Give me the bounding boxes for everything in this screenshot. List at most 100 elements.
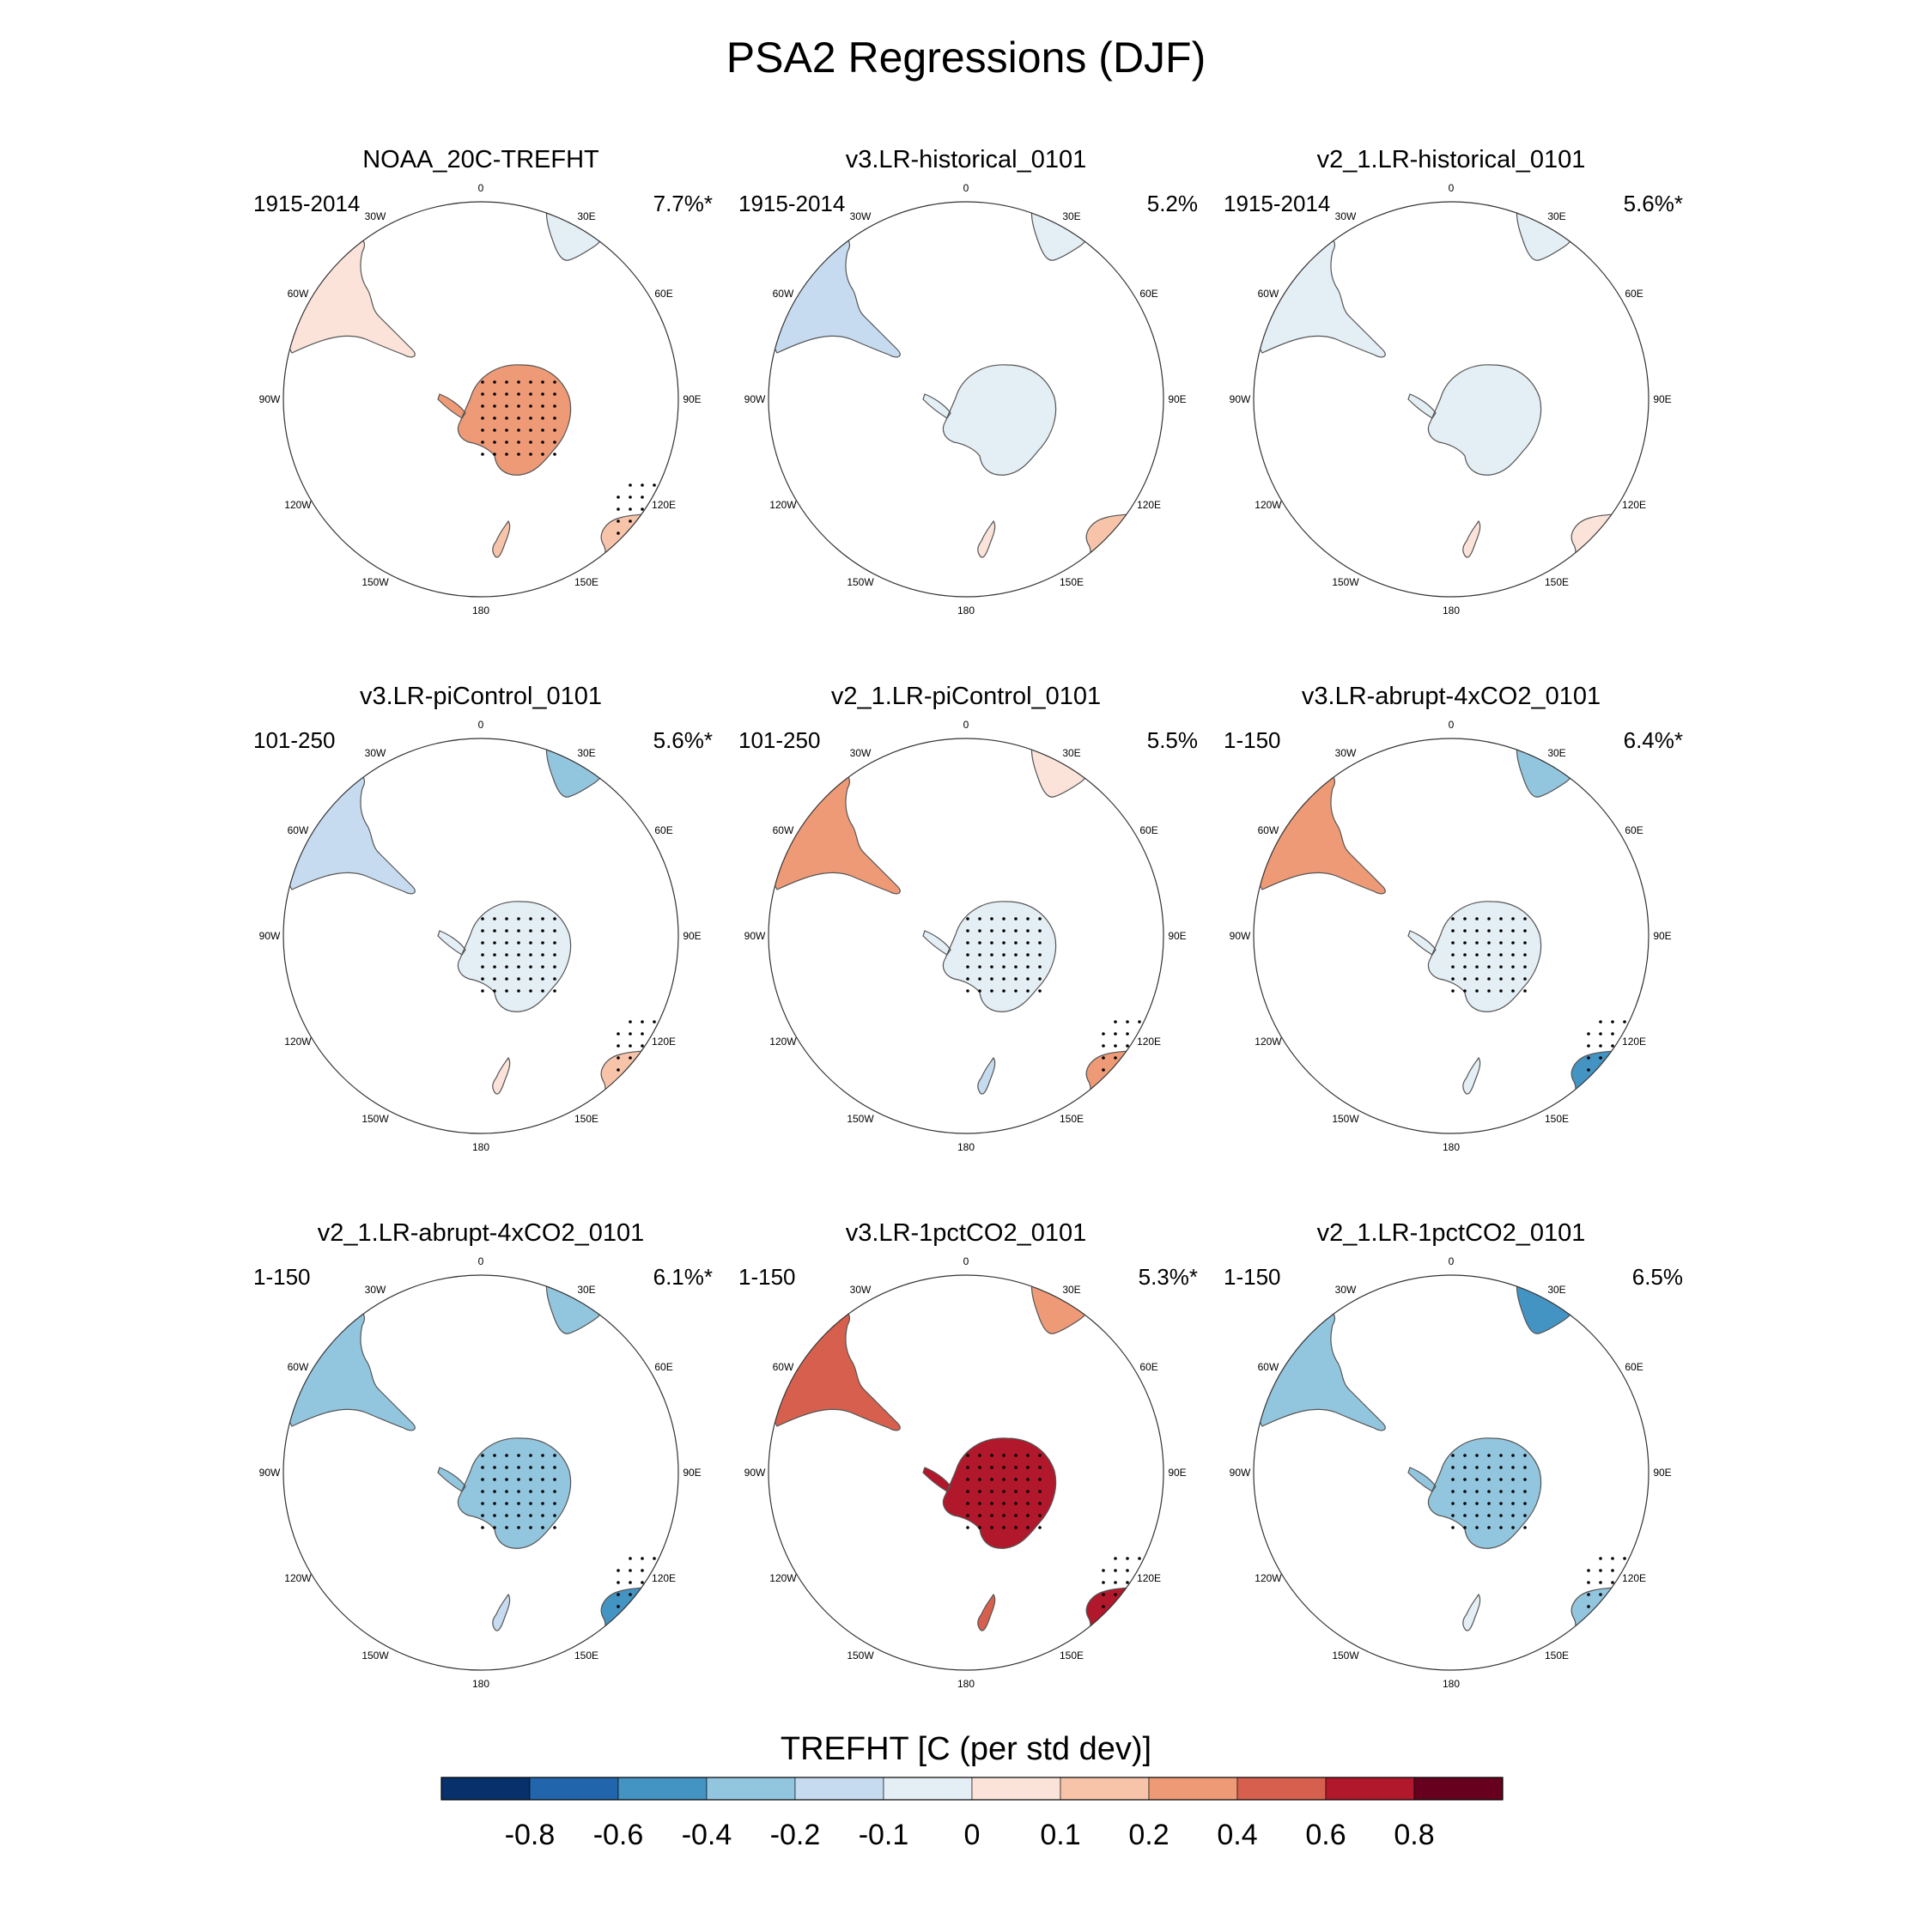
- stipple-dot: [1611, 1557, 1614, 1560]
- region-australia: [1078, 1531, 1163, 1670]
- stipple-dot: [1026, 917, 1030, 920]
- stipple-dot: [493, 929, 496, 933]
- longitude-label: 180: [957, 1141, 975, 1153]
- stipple-dot: [665, 1557, 668, 1560]
- longitude-label: 0: [963, 182, 969, 194]
- stipple-dot: [978, 1502, 981, 1505]
- stipple-dot: [481, 1466, 484, 1469]
- longitude-label: 0: [1449, 182, 1455, 194]
- longitude-label: 90W: [259, 393, 281, 405]
- longitude-label: 30W: [1335, 747, 1357, 759]
- stipple-dot: [978, 917, 981, 920]
- longitude-label: 120W: [284, 1036, 312, 1048]
- stipple-dot: [1499, 953, 1503, 957]
- stipple-dot: [1611, 1020, 1614, 1024]
- stipple-dot: [978, 1466, 981, 1469]
- stipple-dot: [541, 1490, 544, 1493]
- longitude-label: 30W: [365, 747, 386, 759]
- stipple-dot: [1014, 1502, 1018, 1505]
- stipple-dot: [990, 953, 993, 957]
- stipple-dot: [1162, 1557, 1163, 1560]
- stipple-dot: [1463, 1502, 1467, 1505]
- longitude-label: 60E: [1625, 288, 1643, 300]
- colorbar-frame: [440, 1777, 1504, 1801]
- stipple-dot: [629, 1617, 632, 1620]
- polar-map: 0 30E 60E 90E 120E 150E 180 150W 120W 90W 60W 30W: [1230, 182, 1672, 617]
- stipple-dot: [665, 1104, 668, 1108]
- stipple-dot: [1451, 1526, 1455, 1529]
- longitude-label: 90W: [1230, 1467, 1251, 1479]
- longitude-label: 150E: [1545, 1649, 1569, 1662]
- stipple-dot: [517, 917, 520, 920]
- longitude-label: 90W: [744, 393, 766, 405]
- stipple-dot: [1635, 1557, 1638, 1560]
- stipple-dot: [677, 483, 678, 487]
- stipple-dot: [653, 1605, 656, 1608]
- stipple-dot: [1475, 965, 1479, 969]
- stipple-dot: [677, 1569, 678, 1572]
- stipple-dot: [1523, 1526, 1527, 1529]
- stipple-dot: [665, 1641, 668, 1644]
- stipple-dot: [1511, 1466, 1515, 1469]
- stipple-dot: [517, 941, 520, 945]
- stipple-dot: [1102, 1044, 1105, 1048]
- stipple-dot: [541, 929, 544, 933]
- stipple-dot: [1150, 1629, 1153, 1632]
- longitude-label: 150E: [1060, 576, 1084, 588]
- stipple-dot: [529, 440, 532, 444]
- stipple-dot: [990, 941, 993, 945]
- colorbar-tick-label: -0.6: [593, 1819, 644, 1851]
- region-new-zealand: [977, 1056, 996, 1095]
- longitude-label: 90E: [1653, 930, 1671, 942]
- stipple-dot: [1599, 1044, 1602, 1048]
- longitude-label: 120W: [1255, 1036, 1282, 1048]
- stipple-dot: [641, 1581, 644, 1584]
- stipple-dot: [990, 917, 993, 920]
- longitude-label: 0: [963, 719, 969, 731]
- stipple-dot: [641, 1080, 644, 1084]
- map-boundary: [1253, 201, 1649, 598]
- stipple-dot: [1463, 989, 1467, 993]
- colorbar-tick-label: -0.1: [859, 1819, 909, 1851]
- stipple-dot: [641, 1116, 644, 1120]
- stipple-dot: [493, 1514, 496, 1517]
- stipple-dot: [481, 392, 484, 396]
- stipple-dot: [505, 929, 508, 933]
- stipple-dot: [641, 544, 644, 547]
- stipple-dot: [481, 917, 484, 920]
- stipple-dot: [966, 1466, 969, 1469]
- stipple-dot: [1635, 1605, 1638, 1608]
- stipple-dot: [1002, 929, 1005, 933]
- longitude-label: 0: [963, 1255, 969, 1267]
- stipple-dot: [1150, 1641, 1153, 1644]
- stipple-dot: [1038, 989, 1042, 993]
- stipple-dot: [553, 428, 556, 432]
- stipple-dot: [1647, 1092, 1649, 1096]
- stipple-dot: [1114, 1653, 1117, 1656]
- stipple-dot: [1014, 977, 1018, 981]
- stipple-dot: [529, 380, 532, 384]
- stipple-dot: [481, 1478, 484, 1481]
- stipple-dot: [1038, 1454, 1042, 1457]
- stipple-dot: [1102, 1569, 1105, 1572]
- stipple-dot: [641, 580, 644, 583]
- stipple-dot: [641, 507, 644, 511]
- panel-period: 1-150: [738, 1264, 796, 1290]
- longitude-label: 30W: [850, 210, 872, 222]
- stipple-dot: [505, 453, 508, 456]
- stipple-dot: [505, 416, 508, 420]
- stipple-dot: [617, 1032, 620, 1036]
- stipple-dot: [493, 1466, 496, 1469]
- map-panel: v3.LR-1pctCO2_0101 1-150 5.3%* 0 30E 60E 90E 12…: [700, 1219, 1232, 1700]
- stipple-dot: [1587, 1104, 1590, 1108]
- longitude-label: 90W: [259, 930, 281, 942]
- stipple-dot: [493, 392, 496, 396]
- longitude-label: 120W: [284, 1572, 312, 1584]
- stipple-dot: [553, 440, 556, 444]
- stipple-dot: [517, 929, 520, 933]
- stipple-dot: [517, 404, 520, 408]
- stipple-dot: [1499, 1454, 1503, 1457]
- stipple-dot: [1475, 917, 1479, 920]
- stipple-dot: [529, 953, 532, 957]
- stipple-dot: [1487, 977, 1491, 981]
